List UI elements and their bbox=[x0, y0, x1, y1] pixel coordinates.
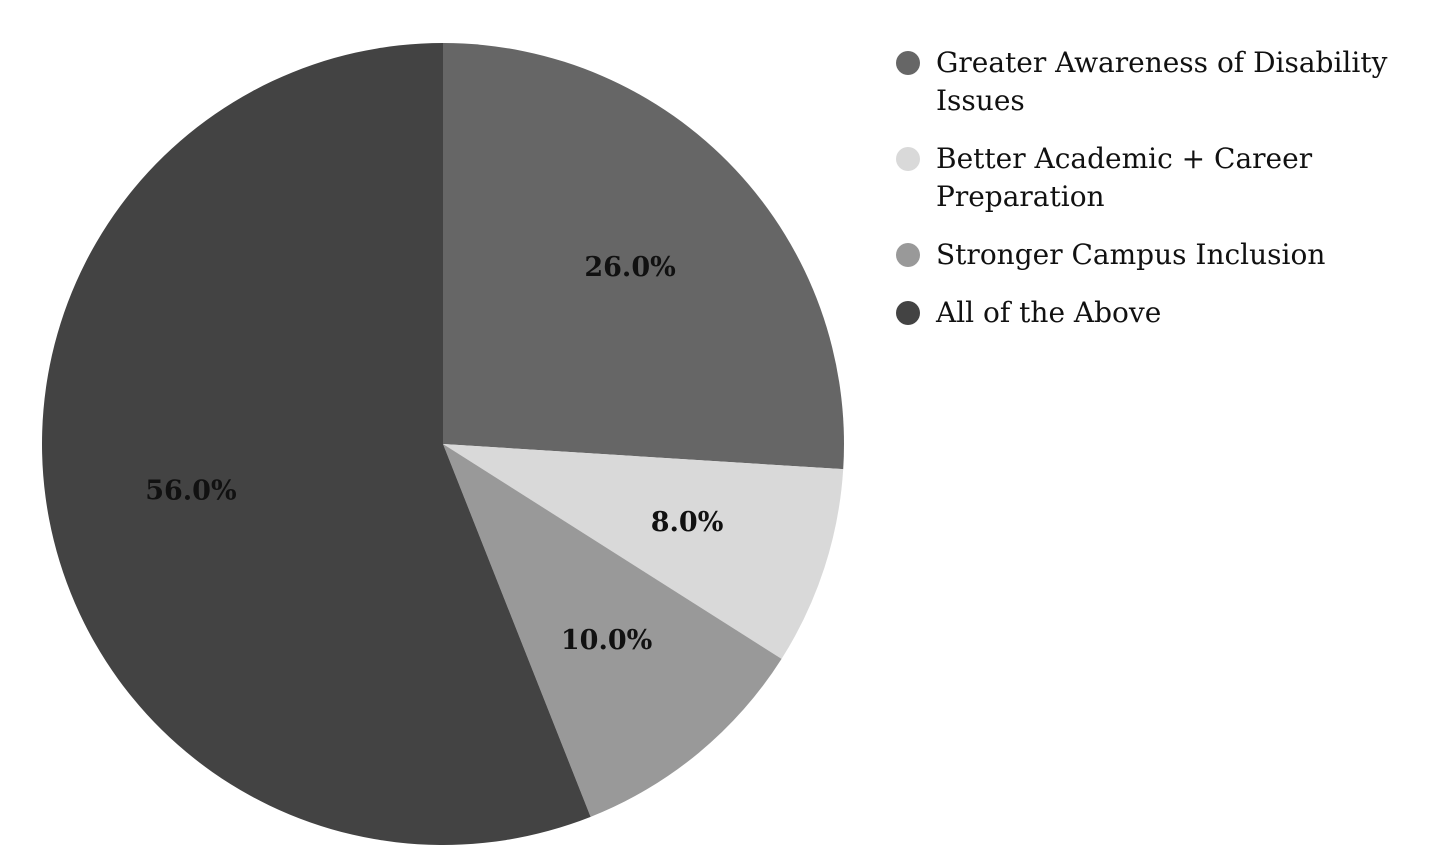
pie-slice-preparation bbox=[443, 444, 844, 659]
pie-slice-awareness bbox=[443, 43, 844, 470]
legend-item-preparation: Better Academic + Career Preparation bbox=[896, 140, 1416, 216]
legend-label: Stronger Campus Inclusion bbox=[936, 238, 1326, 271]
slice-label-awareness: 26.0% bbox=[584, 252, 675, 283]
legend-label: Greater Awareness of Disability Issues bbox=[936, 46, 1388, 117]
chart-legend: Greater Awareness of Disability Issues B… bbox=[896, 44, 1416, 352]
legend-item-awareness: Greater Awareness of Disability Issues bbox=[896, 44, 1416, 120]
legend-swatch bbox=[896, 147, 920, 171]
slice-label-all: 56.0% bbox=[145, 476, 236, 507]
slice-label-inclusion: 10.0% bbox=[561, 625, 652, 656]
legend-swatch bbox=[896, 51, 920, 75]
legend-swatch bbox=[896, 243, 920, 267]
legend-label: All of the Above bbox=[936, 296, 1162, 329]
legend-item-all: All of the Above bbox=[896, 294, 1416, 332]
legend-label: Better Academic + Career Preparation bbox=[936, 142, 1313, 213]
pie-slice-inclusion bbox=[443, 444, 782, 817]
legend-swatch bbox=[896, 301, 920, 325]
pie-chart-plot: 26.0% 8.0% 10.0% 56.0% bbox=[42, 43, 844, 845]
pie-slice-all bbox=[42, 43, 591, 845]
slice-label-preparation: 8.0% bbox=[651, 507, 724, 538]
legend-item-inclusion: Stronger Campus Inclusion bbox=[896, 236, 1416, 274]
